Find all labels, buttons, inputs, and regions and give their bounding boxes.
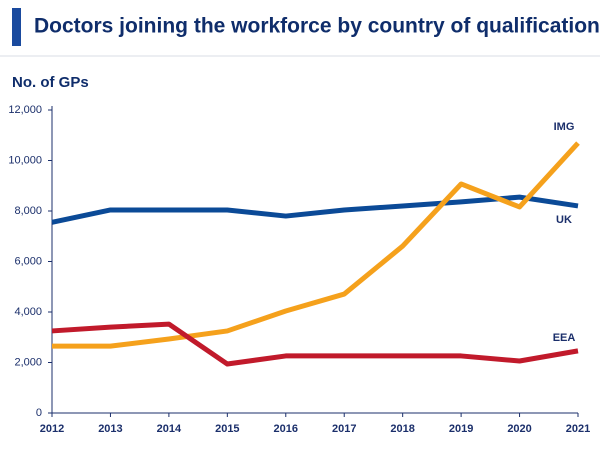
series-line	[52, 141, 580, 349]
y-tick-label: 4,000	[14, 306, 42, 318]
y-tick-label: 8,000	[14, 205, 42, 217]
title-accent	[12, 8, 21, 46]
series-line	[51, 321, 579, 367]
series-label: UK	[556, 214, 572, 226]
x-tick-label: 2015	[215, 423, 239, 435]
x-tick-label: 2016	[274, 423, 298, 435]
x-tick-label: 2013	[98, 423, 122, 435]
x-tick-label: 2020	[507, 423, 531, 435]
x-tick-label: 2012	[40, 423, 64, 435]
x-tick-label: 2021	[566, 423, 590, 435]
y-tick-label: 6,000	[14, 255, 42, 267]
y-axis-label: No. of GPs	[12, 74, 89, 91]
y-tick-label: 10,000	[8, 154, 42, 166]
chart-title: Doctors joining the workforce by country…	[34, 15, 600, 38]
x-tick-label: 2019	[449, 423, 473, 435]
y-tick-label: 2,000	[14, 356, 42, 368]
x-tick-label: 2017	[332, 423, 356, 435]
series-label: EEA	[553, 332, 576, 344]
series-line	[51, 194, 579, 225]
x-tick-label: 2018	[390, 423, 414, 435]
y-tick-label: 0	[36, 407, 42, 419]
y-tick-label: 12,000	[8, 104, 42, 116]
x-tick-label: 2014	[157, 423, 182, 435]
series-label: IMG	[554, 121, 575, 133]
